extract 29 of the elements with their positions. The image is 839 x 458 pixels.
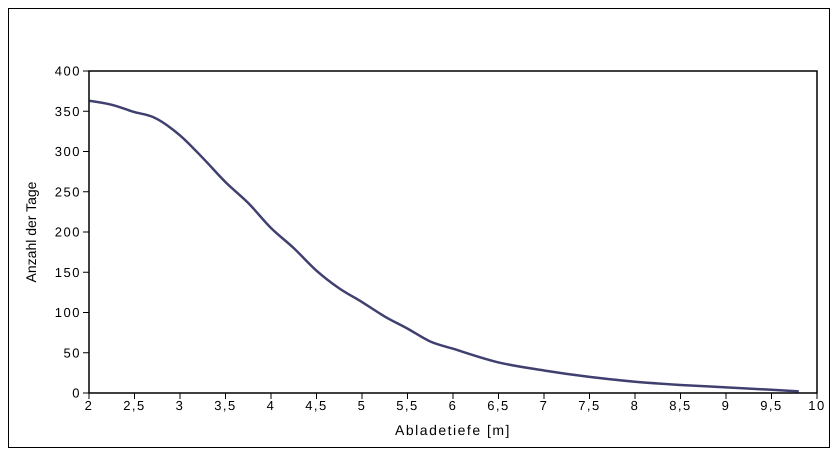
x-axis-title: Abladetiefe [m] — [395, 422, 511, 438]
y-tick-label: 350 — [54, 104, 81, 119]
x-tick-label: 7 — [540, 398, 548, 414]
x-tick-label: 3,5 — [214, 398, 237, 414]
x-tick-label: 8,5 — [669, 398, 692, 414]
x-tick-label: 6 — [448, 398, 458, 414]
x-tick-label: 7,5 — [578, 398, 601, 414]
x-tick-label: 8 — [630, 398, 640, 414]
x-tick-label: 4,5 — [305, 398, 328, 414]
x-tick-label: 2 — [84, 398, 94, 414]
y-tick-label: 150 — [54, 264, 81, 280]
x-tick-label: 5,5 — [396, 398, 419, 414]
y-axis-title: Anzahl der Tage — [22, 181, 39, 282]
y-tick-label: 0 — [72, 386, 81, 401]
x-tick-label: 5 — [358, 398, 366, 414]
line-series — [89, 100, 800, 393]
x-tick-label: 9 — [722, 398, 730, 414]
y-tick-label: 300 — [54, 144, 81, 160]
y-tick-label: 200 — [54, 224, 81, 240]
x-tick-label: 2,5 — [123, 398, 146, 414]
y-tick-label: 400 — [54, 64, 81, 79]
x-tick-label: 6,5 — [487, 398, 510, 414]
x-tick-label: 3 — [176, 398, 184, 414]
y-tick-label: 250 — [54, 184, 81, 200]
y-tick-label: 50 — [64, 345, 81, 360]
x-tick-label: 9,5 — [760, 398, 783, 414]
y-tick-label: 100 — [54, 305, 81, 320]
x-tick-label: 10 — [808, 398, 826, 414]
x-tick-label: 4 — [266, 398, 276, 414]
